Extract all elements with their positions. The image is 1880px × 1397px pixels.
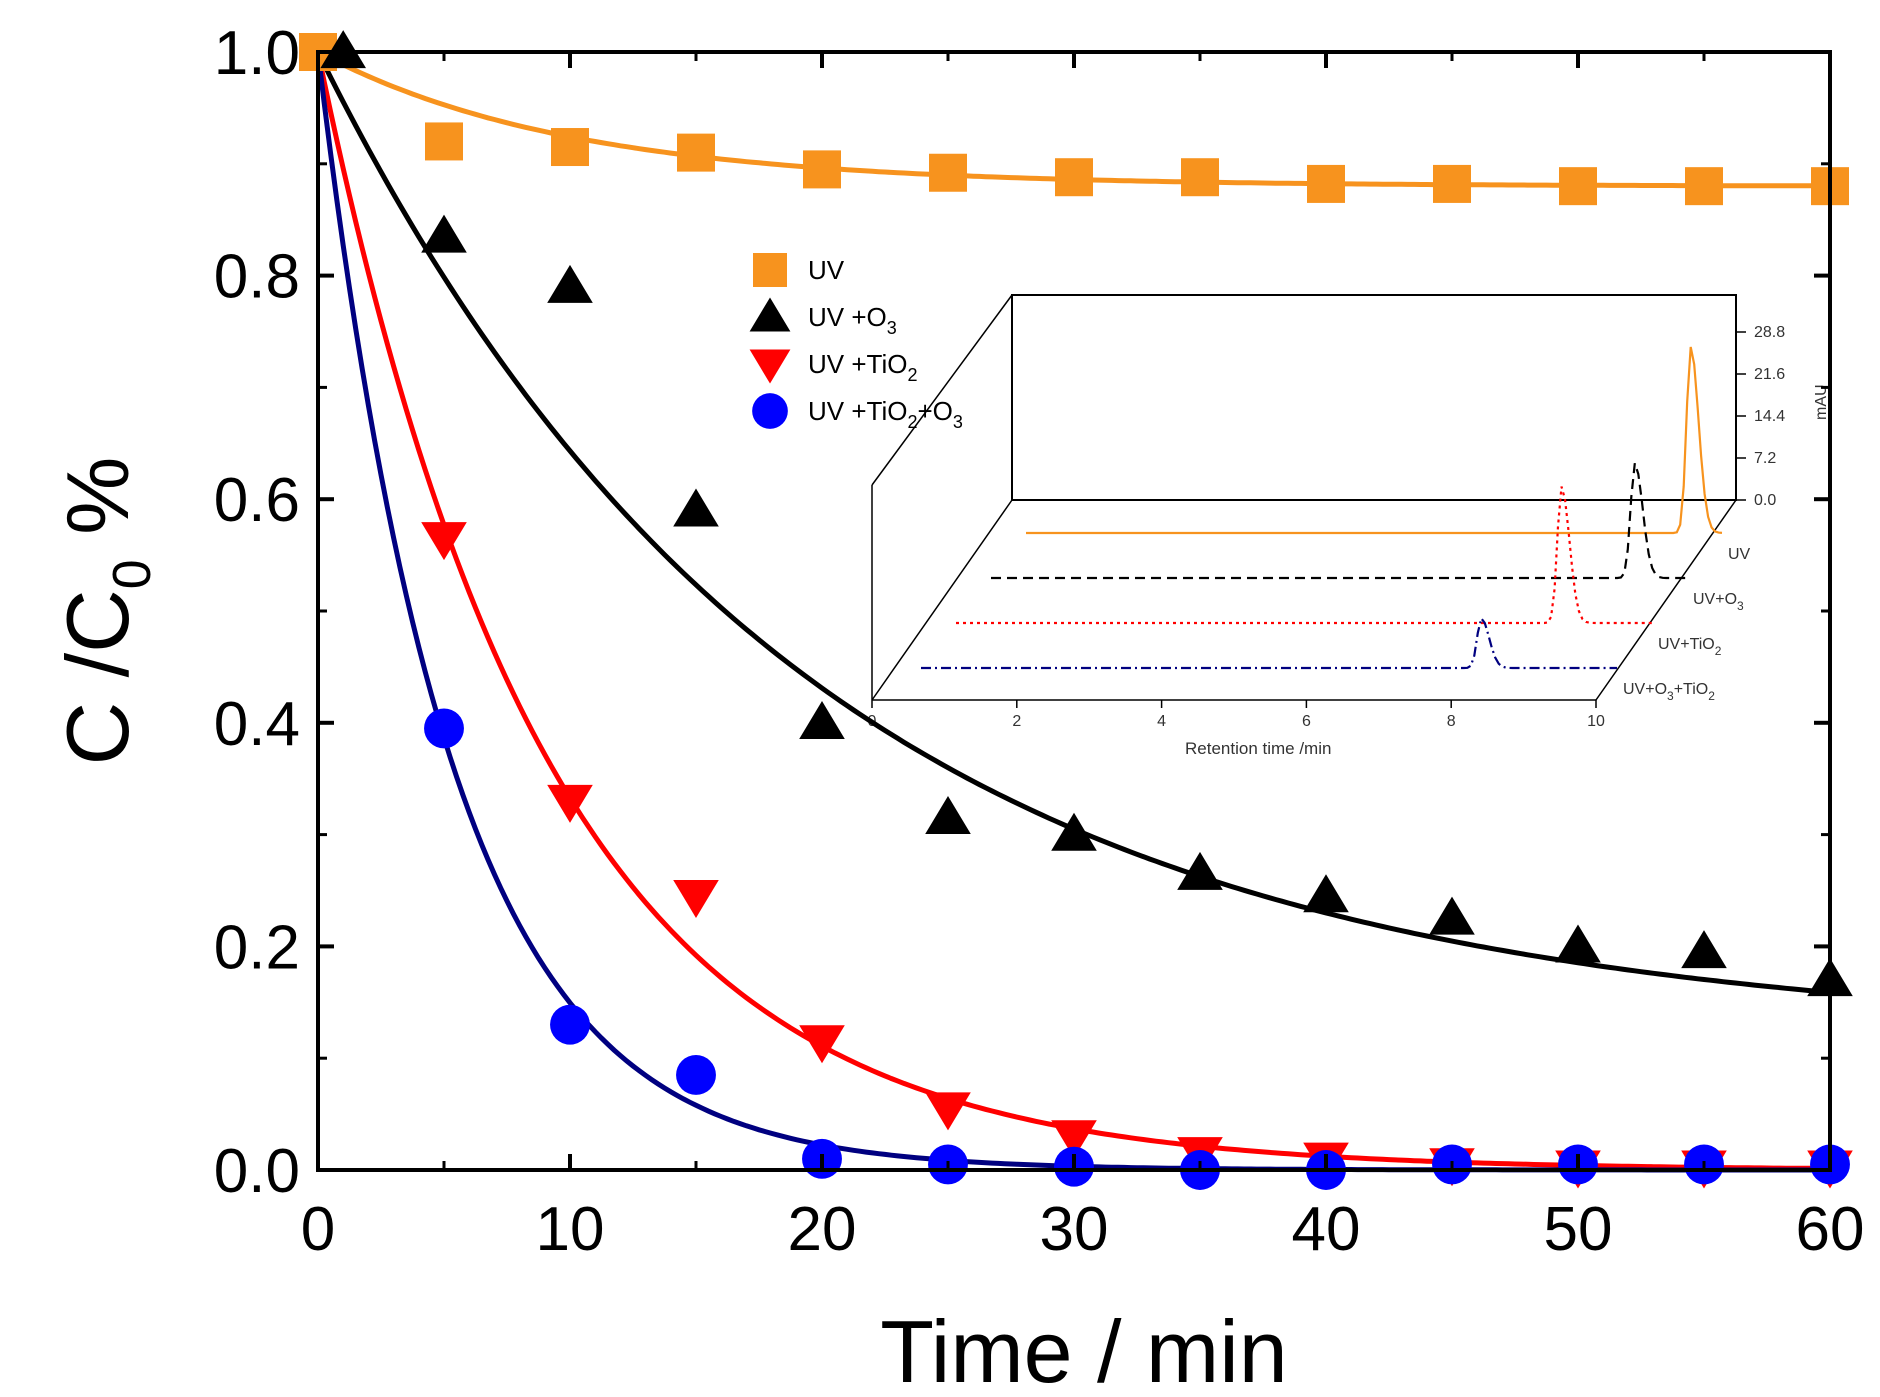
marker-square: [1685, 167, 1723, 206]
inset-z-tick-label: 28.8: [1754, 324, 1785, 341]
fit-curve: [315, 51, 1830, 1173]
marker-triangle-up: [1051, 812, 1097, 851]
inset-back-panel: [1011, 294, 1737, 501]
inset-x-tick-label: 2: [1012, 713, 1021, 730]
inset-trace-label: UV+O3+TiO2: [1623, 681, 1715, 703]
inset-x-tick-label: 4: [1157, 713, 1166, 730]
y-tick-label: 0.8: [214, 243, 300, 312]
marker-square: [803, 150, 841, 189]
inset-floor-edge-right: [1595, 499, 1737, 701]
marker-triangle-up: [320, 30, 366, 69]
marker-triangle-up: [421, 214, 467, 253]
inset-z-label: mAU: [1813, 384, 1830, 420]
marker-triangle-down: [421, 522, 467, 561]
x-tick-label: 10: [536, 1195, 605, 1264]
legend-label: UV +O3: [808, 302, 897, 338]
plot-frame: [316, 50, 1832, 1172]
inset-x-tick-label: 8: [1447, 713, 1456, 730]
data-markers: [299, 30, 1853, 1190]
marker-circle: [676, 1055, 716, 1095]
legend-label: UV +TiO2+O3: [808, 396, 963, 432]
y-tick-label: 0.4: [214, 690, 300, 759]
x-tick-label: 50: [1544, 1195, 1613, 1264]
legend: UV UV +O3 UV +TiO2 UV +TiO2+O3: [749, 253, 963, 432]
marker-square: [929, 153, 967, 192]
marker-square: [1559, 167, 1597, 206]
inset-floor-edge-left: [871, 499, 1013, 701]
marker-square: [753, 253, 787, 287]
marker-square: [425, 122, 463, 161]
inset-trace: [956, 486, 1652, 625]
inset-trace-label: UV+TiO2: [1658, 636, 1722, 658]
marker-triangle-up: [673, 488, 719, 527]
marker-triangle-up: [925, 795, 971, 834]
x-tick-label: 30: [1040, 1195, 1109, 1264]
marker-square: [1055, 158, 1093, 197]
inset-x-tick-label: 6: [1302, 713, 1311, 730]
marker-triangle-up: [1303, 874, 1349, 913]
marker-circle: [424, 708, 464, 749]
y-tick-label: 1.0: [214, 19, 300, 88]
inset-z-tick-label: 21.6: [1754, 366, 1785, 383]
marker-triangle-up: [1681, 930, 1727, 969]
inset-trace-label: UV+O3: [1693, 591, 1744, 613]
inset-trace: [1026, 346, 1723, 535]
x-axis-title: Time / min: [880, 1302, 1287, 1397]
inset-z-tick-label: 0.0: [1754, 492, 1776, 509]
legend-label: UV +TiO2: [808, 349, 917, 385]
marker-square: [551, 128, 589, 167]
x-tick-label: 60: [1796, 1195, 1865, 1264]
marker-triangle-down: [1051, 1120, 1097, 1159]
marker-triangle-up: [1177, 851, 1223, 890]
y-tick-label: 0.2: [214, 913, 300, 982]
inset-z-tick-label: 7.2: [1754, 450, 1776, 467]
marker-triangle-down: [925, 1092, 971, 1131]
inset-trace-label: UV: [1728, 546, 1751, 563]
y-tick-label: 0.6: [214, 466, 300, 535]
marker-circle: [752, 393, 788, 429]
marker-square: [677, 133, 715, 172]
marker-triangle-down: [799, 1025, 845, 1064]
marker-triangle-down: [749, 349, 791, 384]
x-tick-label: 0: [301, 1195, 335, 1264]
marker-circle: [550, 1004, 590, 1045]
y-tick-label: 0.0: [214, 1137, 300, 1206]
x-tick-label: 40: [1292, 1195, 1361, 1264]
marker-square: [1433, 164, 1471, 203]
x-tick-label: 20: [788, 1195, 857, 1264]
fit-curve: [315, 51, 1831, 1171]
inset-side-edge: [871, 294, 1013, 486]
inset-x-label: Retention time /min: [1185, 739, 1331, 758]
marker-triangle-up: [1555, 924, 1601, 963]
marker-triangle-down: [673, 879, 719, 918]
marker-square: [1181, 158, 1219, 197]
inset-z-tick-label: 14.4: [1754, 408, 1785, 425]
marker-triangle-up: [547, 264, 593, 303]
legend-label: UV: [808, 255, 845, 285]
marker-square: [1307, 164, 1345, 203]
inset-x-tick-label: 10: [1587, 713, 1605, 730]
marker-triangle-up: [1429, 896, 1475, 935]
fit-curves: [315, 49, 1831, 1173]
y-axis-title: C /C0 %: [48, 457, 162, 766]
marker-triangle-up: [799, 700, 845, 739]
marker-triangle-down: [547, 784, 593, 823]
inset-trace: [991, 462, 1687, 580]
inset-trace: [921, 615, 1617, 670]
marker-triangle-up: [749, 297, 791, 332]
axes: 0 10 20 30 40 50 60 0.0 0.2 0.4 0.6 0.8 1.0 Time / mi…: [48, 19, 1864, 1397]
